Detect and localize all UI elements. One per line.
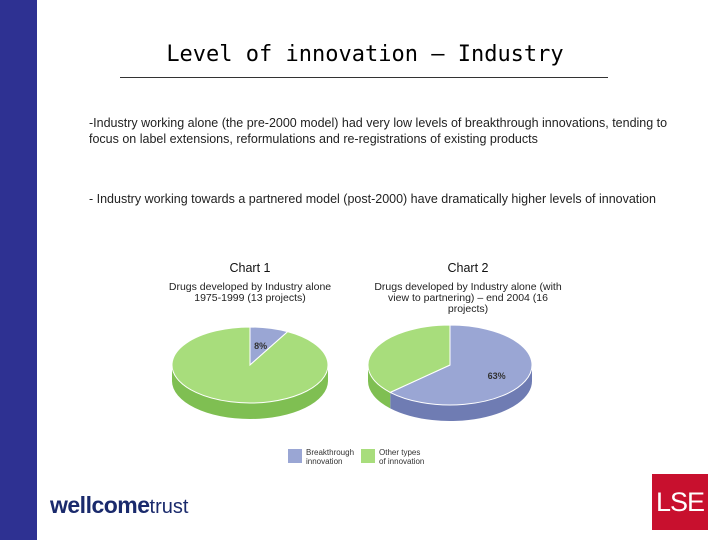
- slide-title: Level of innovation – Industry: [166, 42, 564, 67]
- legend-label-breakthrough: Breakthrough innovation: [306, 448, 354, 466]
- chart-1-subtitle: Drugs developed by Industry alone 1975-1…: [168, 281, 332, 304]
- pie-2-side-breakthrough: [390, 365, 532, 422]
- pie-1-data-label: 8%: [254, 341, 267, 351]
- lse-logo: LSE: [652, 474, 708, 530]
- paragraph-partnered-model: - Industry working towards a partnered m…: [89, 192, 656, 206]
- chart-1-title: Chart 1: [229, 261, 271, 275]
- paragraph-industry-alone: -Industry working alone (the pre-2000 mo…: [89, 116, 668, 146]
- pie-1-slice-other: [171, 326, 329, 404]
- legend-swatch-other: [361, 449, 375, 463]
- wellcome-trust-logo: wellcometrust: [50, 492, 189, 518]
- chart-2-subtitle: Drugs developed by Industry alone (with …: [374, 281, 562, 315]
- chart-2-title: Chart 2: [447, 261, 489, 275]
- pie-2-slice-breakthrough: [389, 324, 533, 406]
- pie-2-side-other: [368, 365, 391, 409]
- pie-1-side-other: [172, 365, 328, 419]
- pie-2-data-label: 63%: [488, 371, 506, 381]
- legend-swatch-breakthrough: [288, 449, 302, 463]
- left-accent-bar: [0, 0, 37, 540]
- title-underline: [120, 77, 608, 78]
- pie-2-slice-other: [367, 324, 451, 393]
- legend-label-other: Other types of innovation: [379, 448, 424, 466]
